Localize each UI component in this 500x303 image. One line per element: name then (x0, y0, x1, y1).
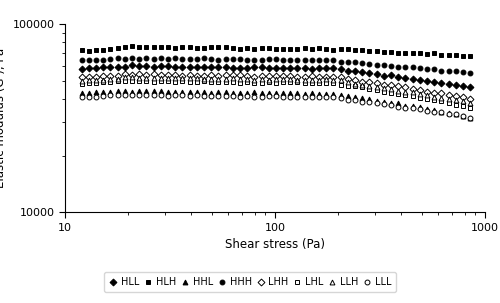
HLH (230, 46, 235, 49)
HHL (136, 89, 142, 93)
HLH (431, 52, 437, 55)
LHL (467, 106, 473, 110)
LHL (78, 82, 84, 86)
HLH (180, 45, 186, 48)
HHH (172, 56, 178, 60)
LHH (158, 73, 164, 77)
HHL (158, 89, 164, 93)
HLL (460, 84, 466, 88)
HHH (230, 57, 235, 61)
LLH (180, 77, 186, 80)
Line: LHL: LHL (79, 78, 472, 110)
LHL (230, 80, 235, 84)
HHH (150, 57, 156, 61)
HHL (78, 92, 84, 95)
HHH (460, 70, 466, 74)
Line: HLH: HLH (79, 44, 472, 59)
HLH (460, 54, 466, 58)
LLL (431, 110, 437, 114)
HHL (122, 89, 128, 93)
LHH (460, 95, 466, 99)
HHL (467, 116, 473, 120)
LHL (144, 79, 150, 83)
LLH (158, 76, 164, 80)
LLL (158, 93, 164, 97)
HLL (467, 86, 473, 89)
LLH (460, 99, 466, 103)
LLL (460, 114, 466, 118)
LLH (129, 75, 135, 79)
Line: HHH: HHH (79, 56, 472, 75)
LLL (122, 93, 128, 97)
LHH (122, 72, 128, 76)
Line: LLL: LLL (79, 92, 472, 120)
Line: LLH: LLH (79, 75, 472, 105)
HHH (431, 68, 437, 71)
LLH (78, 79, 84, 83)
LLH (122, 75, 128, 79)
LHL (460, 105, 466, 108)
HLH (467, 55, 473, 58)
HHH (78, 58, 84, 62)
Legend: HLL, HLH, HHL, HHH, LHH, LHL, LLH, LLL: HLL, HLH, HHL, HHH, LHH, LHL, LLH, LLL (104, 272, 397, 292)
HHL (230, 91, 235, 95)
Y-axis label: Elastic modulus (G’), Pa: Elastic modulus (G’), Pa (0, 48, 7, 188)
Line: LHH: LHH (79, 72, 472, 102)
LLL (467, 116, 473, 120)
LHH (180, 74, 186, 77)
LHH (467, 97, 473, 101)
HHL (180, 90, 186, 94)
HLH (122, 45, 128, 49)
HLL (158, 64, 164, 68)
LLH (230, 77, 235, 80)
LLL (230, 95, 235, 98)
LHH (129, 73, 135, 77)
HHH (122, 57, 128, 61)
LLH (431, 95, 437, 98)
LHL (158, 79, 164, 83)
HHH (467, 71, 473, 74)
HHL (460, 114, 466, 118)
LLL (180, 94, 186, 97)
HLL (129, 64, 135, 67)
HHH (180, 58, 186, 61)
X-axis label: Shear stress (Pa): Shear stress (Pa) (225, 238, 325, 251)
HLH (129, 45, 135, 48)
HLH (158, 46, 164, 49)
LLL (150, 93, 156, 97)
LHL (122, 79, 128, 83)
LLH (467, 101, 473, 105)
HLL (122, 65, 128, 68)
HLL (78, 67, 84, 71)
HLL (431, 81, 437, 84)
Line: HLL: HLL (79, 63, 472, 90)
HHL (431, 108, 437, 112)
LHL (180, 79, 186, 83)
Line: HHL: HHL (79, 88, 472, 120)
LHH (78, 75, 84, 79)
LHH (230, 73, 235, 77)
LHL (431, 98, 437, 102)
LHH (431, 91, 437, 95)
HLL (180, 65, 186, 69)
HLH (78, 49, 84, 52)
LLL (78, 95, 84, 98)
HLL (230, 66, 235, 69)
